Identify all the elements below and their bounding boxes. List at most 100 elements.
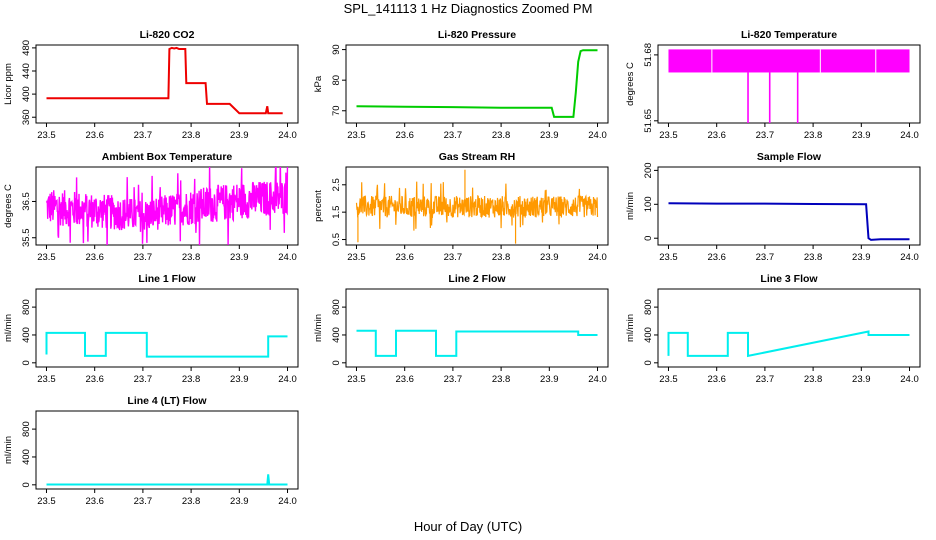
x-tick-label: 23.7 [756,130,775,141]
y-axis-label: ml/min [625,314,636,342]
series-line [668,202,910,241]
y-tick-label: 800 [21,421,32,437]
x-tick-label: 23.9 [230,374,249,385]
figure-title: SPL_141113 1 Hz Diagnostics Zoomed PM [344,1,593,16]
y-tick-label: 80 [331,75,342,86]
y-tick-label: 400 [21,449,32,465]
panel-line4: Line 4 (LT) Flow 23.5 23.6 23.7 23.8 23.9 24.0… [3,395,299,507]
y-tick-label: 100 [643,196,654,212]
x-tick-label: 23.8 [492,374,511,385]
x-tick-label: 24.0 [278,130,297,141]
panel-licor_temp: Li-820 Temperature 23.5 23.6 23.7 23.8 23.9 24… [625,29,921,141]
plot-frame [35,288,299,368]
x-tick-label: 23.6 [707,374,726,385]
panel-title: Li-820 CO2 [140,29,195,41]
x-tick-label: 23.9 [230,252,249,263]
panel-rh: Gas Stream RH 23.5 23.6 23.7 23.8 23.9 24.0 0.5… [313,151,609,263]
plot-frame [657,288,921,368]
plot-frame [345,166,609,246]
y-axis-label: degrees C [3,184,14,228]
series-line [356,49,598,118]
x-tick-label: 23.6 [395,374,414,385]
y-axis-label: kPa [313,75,324,92]
y-tick-label: 36.5 [21,192,32,211]
x-tick-label: 24.0 [588,130,607,141]
y-tick-label: 0.5 [331,233,342,246]
plot-area [356,49,598,118]
x-tick-label: 23.6 [707,252,726,263]
x-tick-label: 23.9 [540,130,559,141]
x-tick-label: 23.8 [492,130,511,141]
y-tick-label: 35.5 [21,228,32,247]
plot-area [356,329,598,357]
x-tick-label: 23.9 [852,130,871,141]
plot-area [668,49,910,123]
panel-title: Li-820 Pressure [438,29,516,41]
x-tick-label: 24.0 [278,374,297,385]
y-tick-label: 400 [331,327,342,343]
plot-area [45,331,288,358]
plot-area [46,474,288,486]
x-tick-label: 23.8 [182,252,201,263]
plot-frame [35,410,299,490]
x-tick-label: 23.5 [347,374,366,385]
y-tick-label: 800 [21,299,32,315]
x-tick-label: 23.6 [85,496,104,507]
x-tick-label: 23.6 [707,130,726,141]
x-tick-label: 23.9 [852,252,871,263]
plot-frame [35,166,299,246]
x-tick-label: 23.7 [134,130,153,141]
panel-sample: Sample Flow 23.5 23.6 23.7 23.8 23.9 24.0 0 100 2… [625,151,921,263]
x-tick-label: 23.5 [37,374,56,385]
panel-line3: Line 3 Flow 23.5 23.6 23.7 23.8 23.9 24.0 0 400 8… [625,273,921,385]
y-tick-label: 400 [21,86,32,102]
x-tick-label: 24.0 [588,374,607,385]
temperature-band [668,49,910,73]
noise-trace [355,181,599,231]
y-tick-label: 51.68 [643,43,654,67]
x-tick-label: 23.5 [347,252,366,263]
plot-frame [657,166,921,246]
x-tick-label: 23.8 [804,130,823,141]
x-tick-label: 24.0 [900,252,919,263]
y-tick-label: 51.65 [643,109,654,133]
plot-area [355,169,599,244]
x-tick-label: 23.8 [804,252,823,263]
panel-title: Li-820 Temperature [741,29,837,41]
y-axis-label: Licor ppm [3,63,14,105]
series-line [45,331,288,358]
x-tick-label: 23.6 [85,252,104,263]
plot-area [667,330,910,358]
plot-area [45,167,289,245]
x-tick-label: 24.0 [278,252,297,263]
x-tick-label: 23.9 [540,252,559,263]
y-tick-label: 480 [21,40,32,56]
x-tick-label: 23.5 [659,252,678,263]
y-tick-label: 0 [643,360,654,365]
y-axis-label: ml/min [313,314,324,342]
x-tick-label: 23.6 [395,130,414,141]
x-tick-label: 24.0 [900,130,919,141]
x-tick-label: 23.5 [37,496,56,507]
x-tick-label: 23.7 [444,252,463,263]
y-tick-label: 2.5 [331,178,342,191]
panel-title: Line 2 Flow [448,273,506,285]
x-tick-label: 23.6 [85,374,104,385]
x-tick-label: 23.6 [395,252,414,263]
plot-area [46,46,283,115]
x-tick-label: 23.8 [182,374,201,385]
y-tick-label: 440 [21,63,32,79]
series-line [667,330,910,358]
panel-grid: Li-820 CO2 23.5 23.6 23.7 23.8 23.9 24.0 360 400… [3,29,921,507]
y-tick-label: 0 [21,360,32,365]
y-tick-label: 800 [331,299,342,315]
x-tick-label: 23.8 [182,496,201,507]
x-tick-label: 24.0 [900,374,919,385]
y-tick-label: 70 [331,105,342,116]
x-tick-label: 23.9 [852,374,871,385]
x-tick-label: 23.7 [134,496,153,507]
x-tick-label: 23.5 [659,374,678,385]
panel-title: Gas Stream RH [439,151,515,163]
plot-area [668,202,910,241]
